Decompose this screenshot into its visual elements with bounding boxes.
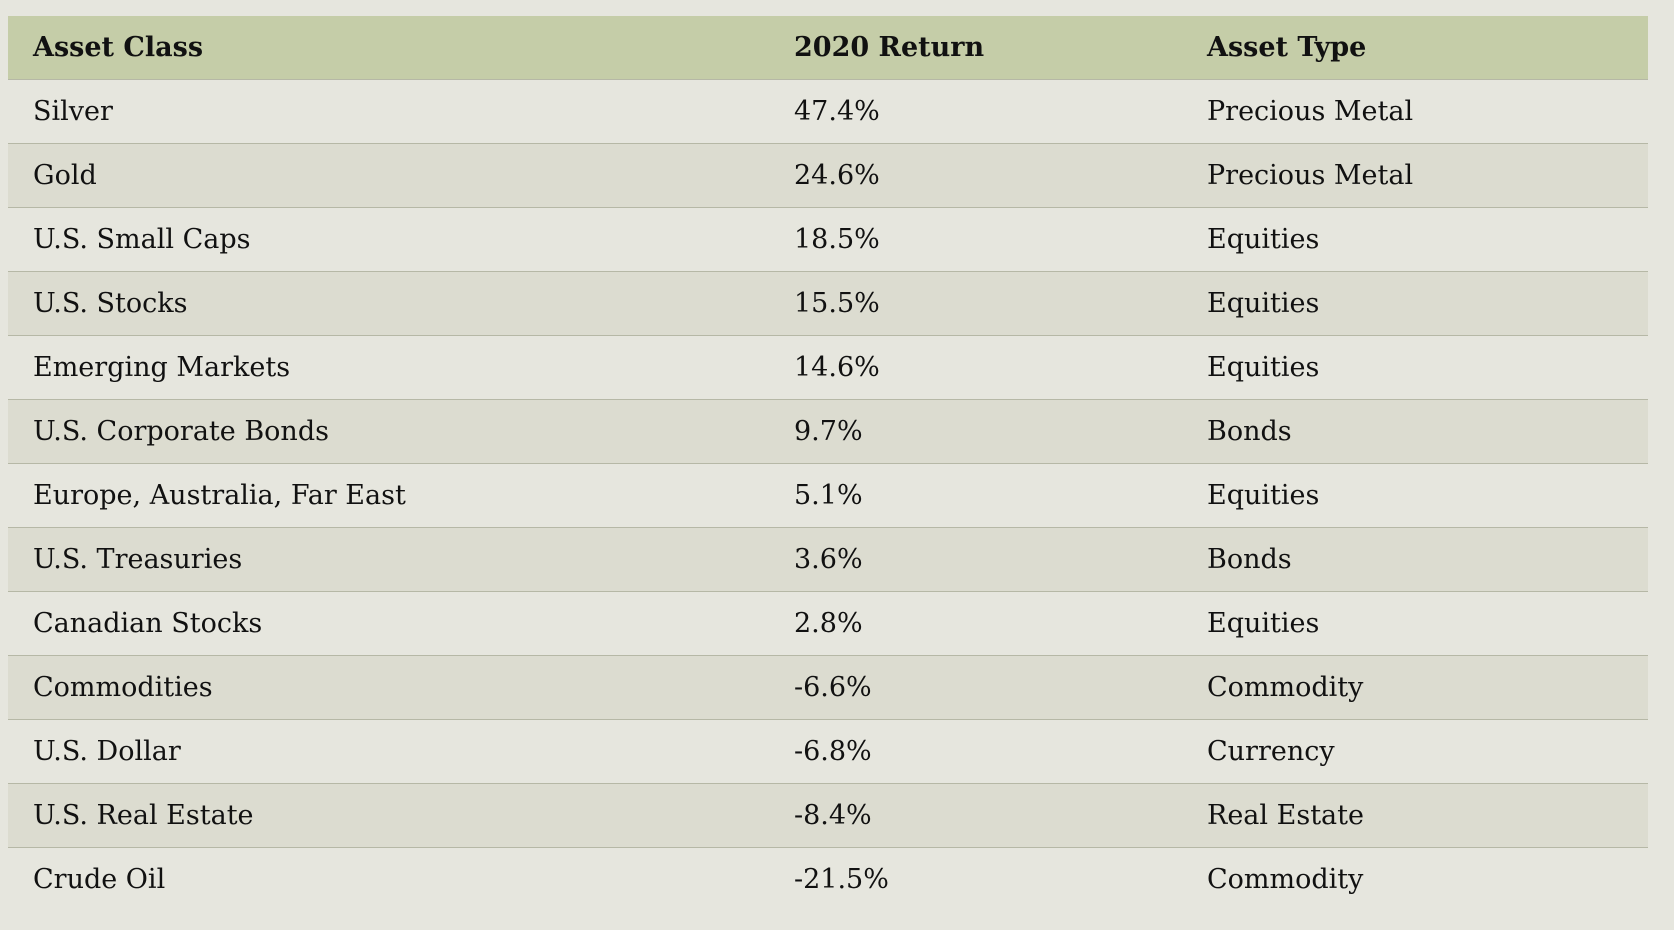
table-cell: Crude Oil [33, 864, 166, 895]
table-cell: Precious Metal [1182, 79, 1648, 144]
table-cell: 3.6% [769, 527, 1182, 592]
table-cell: Equities [1182, 463, 1648, 528]
table-cell: U.S. Small Caps [8, 207, 769, 272]
table-body: Silver 47.4% Precious Metal Gold 24.6% Precio… [8, 79, 1648, 912]
table-row: U.S. Treasuries 3.6% Bonds [8, 527, 1648, 592]
table-cell: Silver [8, 79, 769, 144]
table-cell: 9.7% [769, 399, 1182, 464]
returns-table: Asset Class 2020 Return Asset Type Silver 4… [8, 16, 1648, 911]
table-cell: 14.6% [769, 335, 1182, 400]
table-cell: Equities [1182, 335, 1648, 400]
table-cell: Equities [1182, 207, 1648, 272]
table-cell: Bonds [1182, 527, 1648, 592]
table-cell: 18.5% [769, 207, 1182, 272]
table-cell: Precious Metal [1182, 143, 1648, 208]
table-row: U.S. Corporate Bonds 9.7% Bonds [8, 399, 1648, 464]
table-row: Canadian Stocks 2.8% Equities [8, 591, 1648, 656]
table-cell: Commodities [8, 655, 769, 720]
table-row: U.S. Small Caps 18.5% Equities [8, 207, 1648, 272]
table-cell: Europe, Australia, Far East [8, 463, 769, 528]
table-cell: U.S. Treasuries [8, 527, 769, 592]
table-cell: 47.4% [769, 79, 1182, 144]
table-row: U.S. Real Estate -8.4% Real Estate [8, 783, 1648, 848]
table-cell: U.S. Dollar [8, 719, 769, 784]
table-cell: U.S. Corporate Bonds [8, 399, 769, 464]
header-cell: 2020 Return [769, 16, 1182, 80]
table-cell: -6.6% [769, 655, 1182, 720]
table-cell: -8.4% [769, 783, 1182, 848]
table-cell: Real Estate [1182, 783, 1648, 848]
table-cell: Equities [1182, 591, 1648, 656]
header-cell: Asset Type [1182, 16, 1648, 80]
table-cell: 5.1% [769, 463, 1182, 528]
table-row: U.S. Stocks 15.5% Equities [8, 271, 1648, 336]
header-cell: Asset Class [8, 16, 769, 80]
table-cell: Emerging Markets [8, 335, 769, 400]
table-cell: -6.8% [769, 719, 1182, 784]
table-cell: Commodity [1182, 655, 1648, 720]
table-row: Commodities -6.6% Commodity [8, 655, 1648, 720]
table-cell: Canadian Stocks [8, 591, 769, 656]
table-row: Crude Oil -21.5% Commodity [8, 848, 1648, 912]
table-cell: 15.5% [769, 271, 1182, 336]
table-row: Gold 24.6% Precious Metal [8, 143, 1648, 208]
table-cell: U.S. Real Estate [8, 783, 769, 848]
table-row: U.S. Dollar -6.8% Currency [8, 719, 1648, 784]
table-cell: Bonds [1182, 399, 1648, 464]
table-cell: 24.6% [769, 143, 1182, 208]
table-cell: 2.8% [769, 591, 1182, 656]
table-row: Emerging Markets 14.6% Equities [8, 335, 1648, 400]
table-cell: Commodity [1207, 864, 1364, 895]
table-row: Europe, Australia, Far East 5.1% Equities [8, 463, 1648, 528]
table-cell: -21.5% [794, 864, 889, 895]
header-row: Asset Class 2020 Return Asset Type [8, 16, 1648, 80]
table-row: Silver 47.4% Precious Metal [8, 79, 1648, 144]
table-cell: Equities [1182, 271, 1648, 336]
table-cell: Gold [8, 143, 769, 208]
table-cell: Currency [1182, 719, 1648, 784]
table-cell: U.S. Stocks [8, 271, 769, 336]
